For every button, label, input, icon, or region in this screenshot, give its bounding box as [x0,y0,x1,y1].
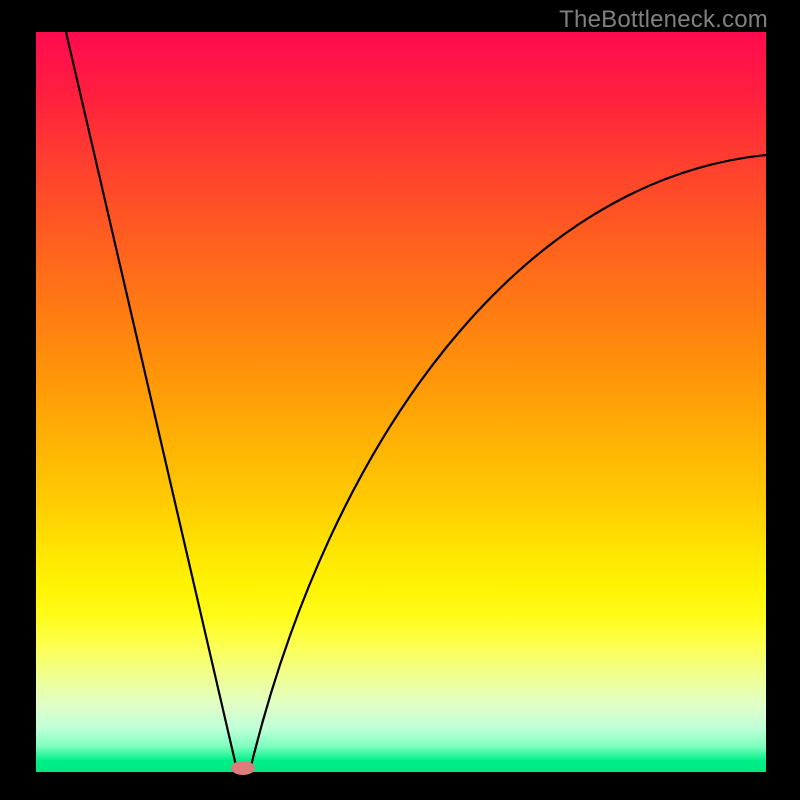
min-marker [231,761,255,775]
bottleneck-curve [0,0,800,800]
curve-right-branch [250,155,766,770]
chart-root: { "canvas": { "width": 800, "height": 80… [0,0,800,800]
curve-left-branch [66,32,237,770]
